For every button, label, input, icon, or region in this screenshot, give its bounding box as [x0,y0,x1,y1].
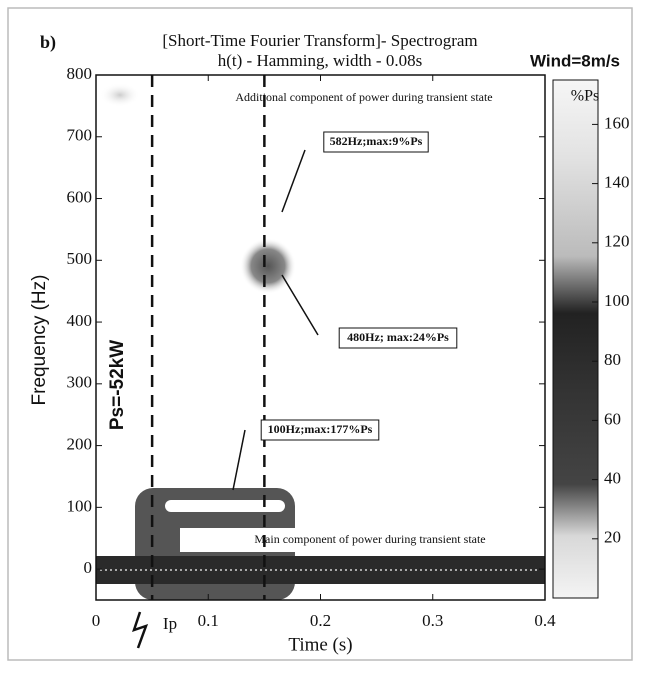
y-tick-label: 400 [67,311,93,330]
spectral-blob [240,238,296,294]
arrow [232,429,246,491]
annotation-box [338,327,458,349]
colorbar-tick-label: 100 [604,291,630,310]
panel-label: b) [40,32,56,53]
y-tick-label: 600 [67,187,93,206]
y-tick-label: 500 [67,249,93,268]
x-tick-label: 0.4 [534,611,556,630]
arrow [281,274,319,336]
y-axis-label: Frequency (Hz) [29,275,50,406]
x-tick-label: 0.2 [310,611,331,630]
colorbar-tick-label: 20 [604,528,621,547]
y-tick-label: 300 [67,373,93,392]
colorbar-tick-label: 120 [604,232,630,251]
annotation: Main component of power during transient… [254,532,485,546]
annotation: Ip [163,614,177,633]
annotation: Additional component of power during tra… [235,90,492,104]
y-tick-label: 700 [67,126,93,145]
x-tick-label: 0.3 [422,611,443,630]
chart-title: [Short-Time Fourier Transform]- Spectrog… [162,31,477,50]
y-tick-label: 100 [67,496,93,515]
colorbar-tick-label: 80 [604,350,621,369]
colorbar-tick-label: 40 [604,469,621,488]
annotation: 100Hz;max:177%Ps [268,422,373,436]
colorbar-label: %Ps [571,88,599,105]
x-axis-label: Time (s) [288,634,352,655]
chart-subtitle: h(t) - Hamming, width - 0.08s [218,51,422,70]
y-tick-label: 0 [84,558,93,577]
annotation-background [180,528,530,552]
annotation: 582Hz;max:9%Ps [330,134,423,148]
colorbar-tick-label: 140 [604,173,630,192]
colorbar-tick-label: 160 [604,113,630,132]
x-tick-label: 0.1 [198,611,219,630]
corner-label: Wind=8m/s [530,51,620,70]
annotation: 480Hz; max:24%Ps [347,330,449,344]
plot-area [95,74,546,649]
spectral-core [165,500,285,512]
y-tick-label: 200 [67,434,93,453]
colorbar [552,79,599,599]
spectral-blob [100,83,140,107]
y-tick-label: 800 [67,64,93,83]
annotation-box [323,131,429,153]
annotation: Ps=-52kW [107,340,128,430]
fault-symbol [132,611,149,649]
annotation-box [260,419,380,441]
x-tick-label: 0 [92,611,101,630]
colorbar-tick-label: 60 [604,409,621,428]
arrow [281,149,306,213]
